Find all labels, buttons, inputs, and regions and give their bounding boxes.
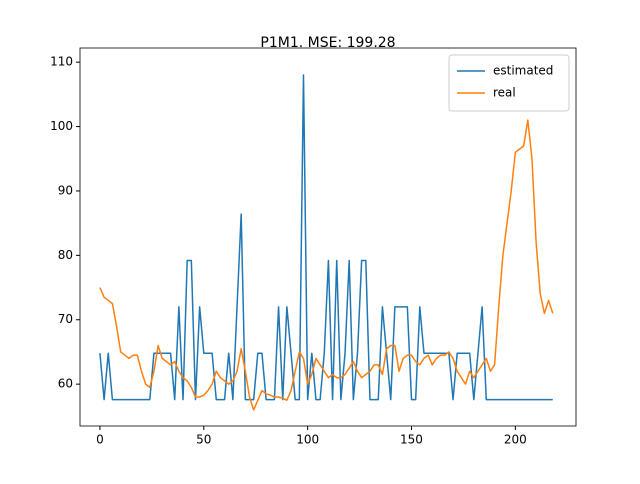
- y-tick-label: 110: [50, 55, 73, 69]
- x-tick-label: 50: [196, 433, 211, 447]
- plot-frame: [79, 47, 577, 427]
- chart-title: P1M1. MSE: 199.28: [260, 35, 395, 51]
- x-tick-label: 150: [400, 433, 423, 447]
- y-tick-label: 70: [58, 312, 73, 326]
- legend-label: real: [493, 86, 516, 100]
- y-tick-label: 90: [58, 183, 73, 197]
- series-line: [99, 74, 553, 401]
- series-line: [99, 119, 554, 411]
- legend-box: [448, 54, 570, 112]
- y-tick-label: 60: [58, 377, 73, 391]
- y-tick-label: 100: [50, 119, 73, 133]
- legend-label: estimated: [493, 64, 553, 78]
- y-tick-label: 80: [58, 248, 73, 262]
- x-tick-label: 0: [96, 433, 104, 447]
- x-tick-label: 200: [504, 433, 527, 447]
- x-tick-label: 100: [296, 433, 319, 447]
